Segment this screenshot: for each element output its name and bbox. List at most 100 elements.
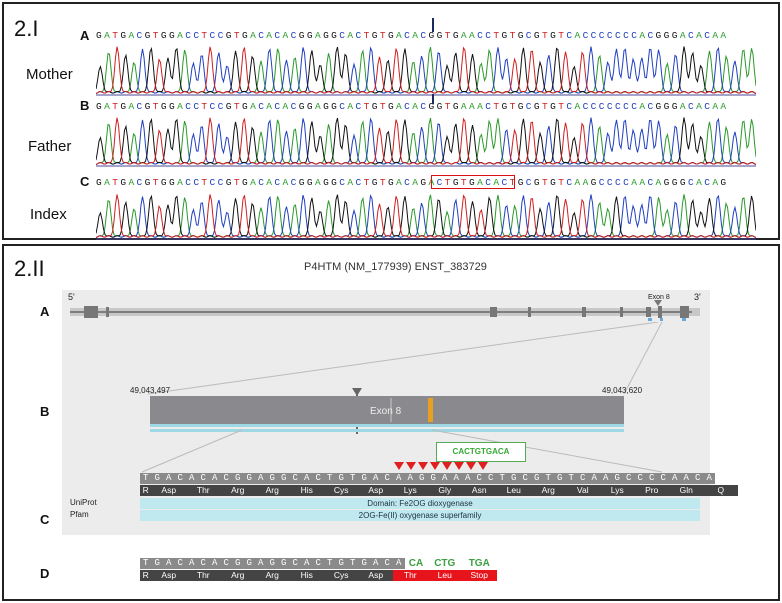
base-letter: A bbox=[177, 177, 186, 188]
base-letter: C bbox=[590, 30, 599, 41]
base-letter: A bbox=[574, 30, 583, 41]
base-letter: C bbox=[687, 101, 697, 112]
base-letter: T bbox=[444, 30, 453, 41]
amino-acid-cell: Asp bbox=[151, 570, 186, 581]
base-letter: G bbox=[96, 177, 105, 188]
base-letter: C bbox=[623, 177, 632, 188]
nucleotide-cell: C bbox=[577, 473, 589, 484]
amino-acid-cell: Asp bbox=[358, 570, 393, 581]
row-letter-C: C bbox=[80, 174, 90, 189]
base-letter: T bbox=[152, 177, 161, 188]
nucleotide-cell: G bbox=[278, 558, 290, 569]
base-letter: G bbox=[168, 177, 178, 188]
base-letter: A bbox=[266, 177, 275, 188]
amino-acid-cell: Pro bbox=[634, 485, 669, 496]
duplication-highlight-box bbox=[431, 175, 515, 189]
base-letter: C bbox=[501, 177, 510, 188]
base-letter: A bbox=[128, 177, 137, 188]
base-letter: A bbox=[469, 30, 478, 41]
nucleotide-cell: T bbox=[496, 473, 508, 484]
base-letter: T bbox=[379, 101, 388, 112]
sequence-index: GATGACGTGGACCTCCGTGACACACGGAGGCACTGTGACA… bbox=[96, 177, 729, 188]
base-letter: A bbox=[639, 177, 648, 188]
base-letter: A bbox=[639, 30, 648, 41]
nucleotide-cell: C bbox=[289, 558, 301, 569]
base-letter: A bbox=[266, 101, 275, 112]
mutant-amino-acids: R Asp Thr Arg Arg His Cys Asp Thr Leu Stop bbox=[140, 570, 497, 581]
base-letter: T bbox=[152, 30, 161, 41]
nucleotide-cell: C bbox=[220, 558, 232, 569]
base-letter: T bbox=[558, 30, 567, 41]
coordinate-end: 49,043,620 bbox=[602, 386, 643, 395]
amino-acid-cell: Asn bbox=[462, 485, 497, 496]
nucleotide-cell: G bbox=[508, 473, 520, 484]
chromatogram-father bbox=[96, 117, 756, 167]
base-letter: C bbox=[477, 30, 486, 41]
track-letter-A: A bbox=[40, 304, 50, 319]
base-letter: A bbox=[412, 101, 421, 112]
base-letter: A bbox=[250, 101, 259, 112]
trace-T bbox=[96, 194, 756, 239]
nucleotide-cell: G bbox=[335, 473, 347, 484]
base-letter: G bbox=[533, 101, 543, 112]
base-letter: C bbox=[598, 30, 607, 41]
nucleotide-cell: T bbox=[565, 473, 577, 484]
base-letter: T bbox=[233, 177, 242, 188]
base-letter: G bbox=[144, 101, 153, 112]
base-letter: C bbox=[525, 101, 534, 112]
amino-acid-cell: Arg bbox=[531, 485, 566, 496]
base-letter: G bbox=[663, 101, 672, 112]
base-letter: G bbox=[671, 177, 680, 188]
base-letter: T bbox=[558, 101, 567, 112]
nucleotide-cell: C bbox=[381, 473, 393, 484]
trace-C bbox=[96, 46, 756, 95]
nucleotide-cell: A bbox=[255, 558, 267, 569]
base-letter: C bbox=[404, 101, 413, 112]
base-letter: G bbox=[331, 101, 340, 112]
base-letter: G bbox=[452, 177, 461, 188]
base-letter: T bbox=[233, 30, 242, 41]
nucleotide-cell: G bbox=[611, 473, 623, 484]
chromatogram-index bbox=[96, 194, 756, 240]
base-letter: C bbox=[193, 177, 202, 188]
base-letter: A bbox=[104, 30, 113, 41]
base-letter: C bbox=[485, 177, 494, 188]
nucleotide-cell: G bbox=[266, 473, 278, 484]
nucleotide-cell: A bbox=[703, 473, 715, 484]
base-letter: A bbox=[282, 30, 291, 41]
base-letter: C bbox=[647, 101, 656, 112]
base-letter: A bbox=[679, 101, 688, 112]
base-letter: C bbox=[606, 177, 615, 188]
base-letter: A bbox=[282, 177, 291, 188]
base-letter: G bbox=[590, 177, 599, 188]
nucleotide-cell: G bbox=[243, 558, 255, 569]
base-letter: C bbox=[193, 101, 202, 112]
base-letter: C bbox=[647, 30, 656, 41]
nucleotide-cell: C bbox=[692, 473, 704, 484]
base-letter: A bbox=[720, 101, 729, 112]
base-letter: C bbox=[193, 30, 202, 41]
base-letter: C bbox=[185, 101, 194, 112]
base-letter: A bbox=[104, 177, 113, 188]
base-letter: A bbox=[396, 177, 405, 188]
base-letter: G bbox=[671, 30, 680, 41]
base-letter: A bbox=[250, 30, 259, 41]
base-letter: T bbox=[509, 101, 518, 112]
base-letter: C bbox=[590, 101, 599, 112]
row-name-index: Index bbox=[30, 206, 67, 223]
base-letter: T bbox=[509, 177, 518, 188]
panel-label-2I: 2.I bbox=[14, 16, 39, 41]
base-letter: C bbox=[404, 30, 413, 41]
nucleotide-cell: A bbox=[209, 558, 221, 569]
base-letter: G bbox=[387, 177, 397, 188]
base-letter: G bbox=[501, 30, 510, 41]
base-letter: C bbox=[404, 177, 413, 188]
nucleotide-cell: G bbox=[358, 558, 370, 569]
base-letter: T bbox=[152, 101, 161, 112]
base-letter: C bbox=[704, 177, 713, 188]
base-letter: C bbox=[615, 177, 624, 188]
base-letter: T bbox=[493, 30, 502, 41]
five-prime-label: 5' bbox=[68, 292, 75, 302]
base-letter: G bbox=[298, 101, 307, 112]
